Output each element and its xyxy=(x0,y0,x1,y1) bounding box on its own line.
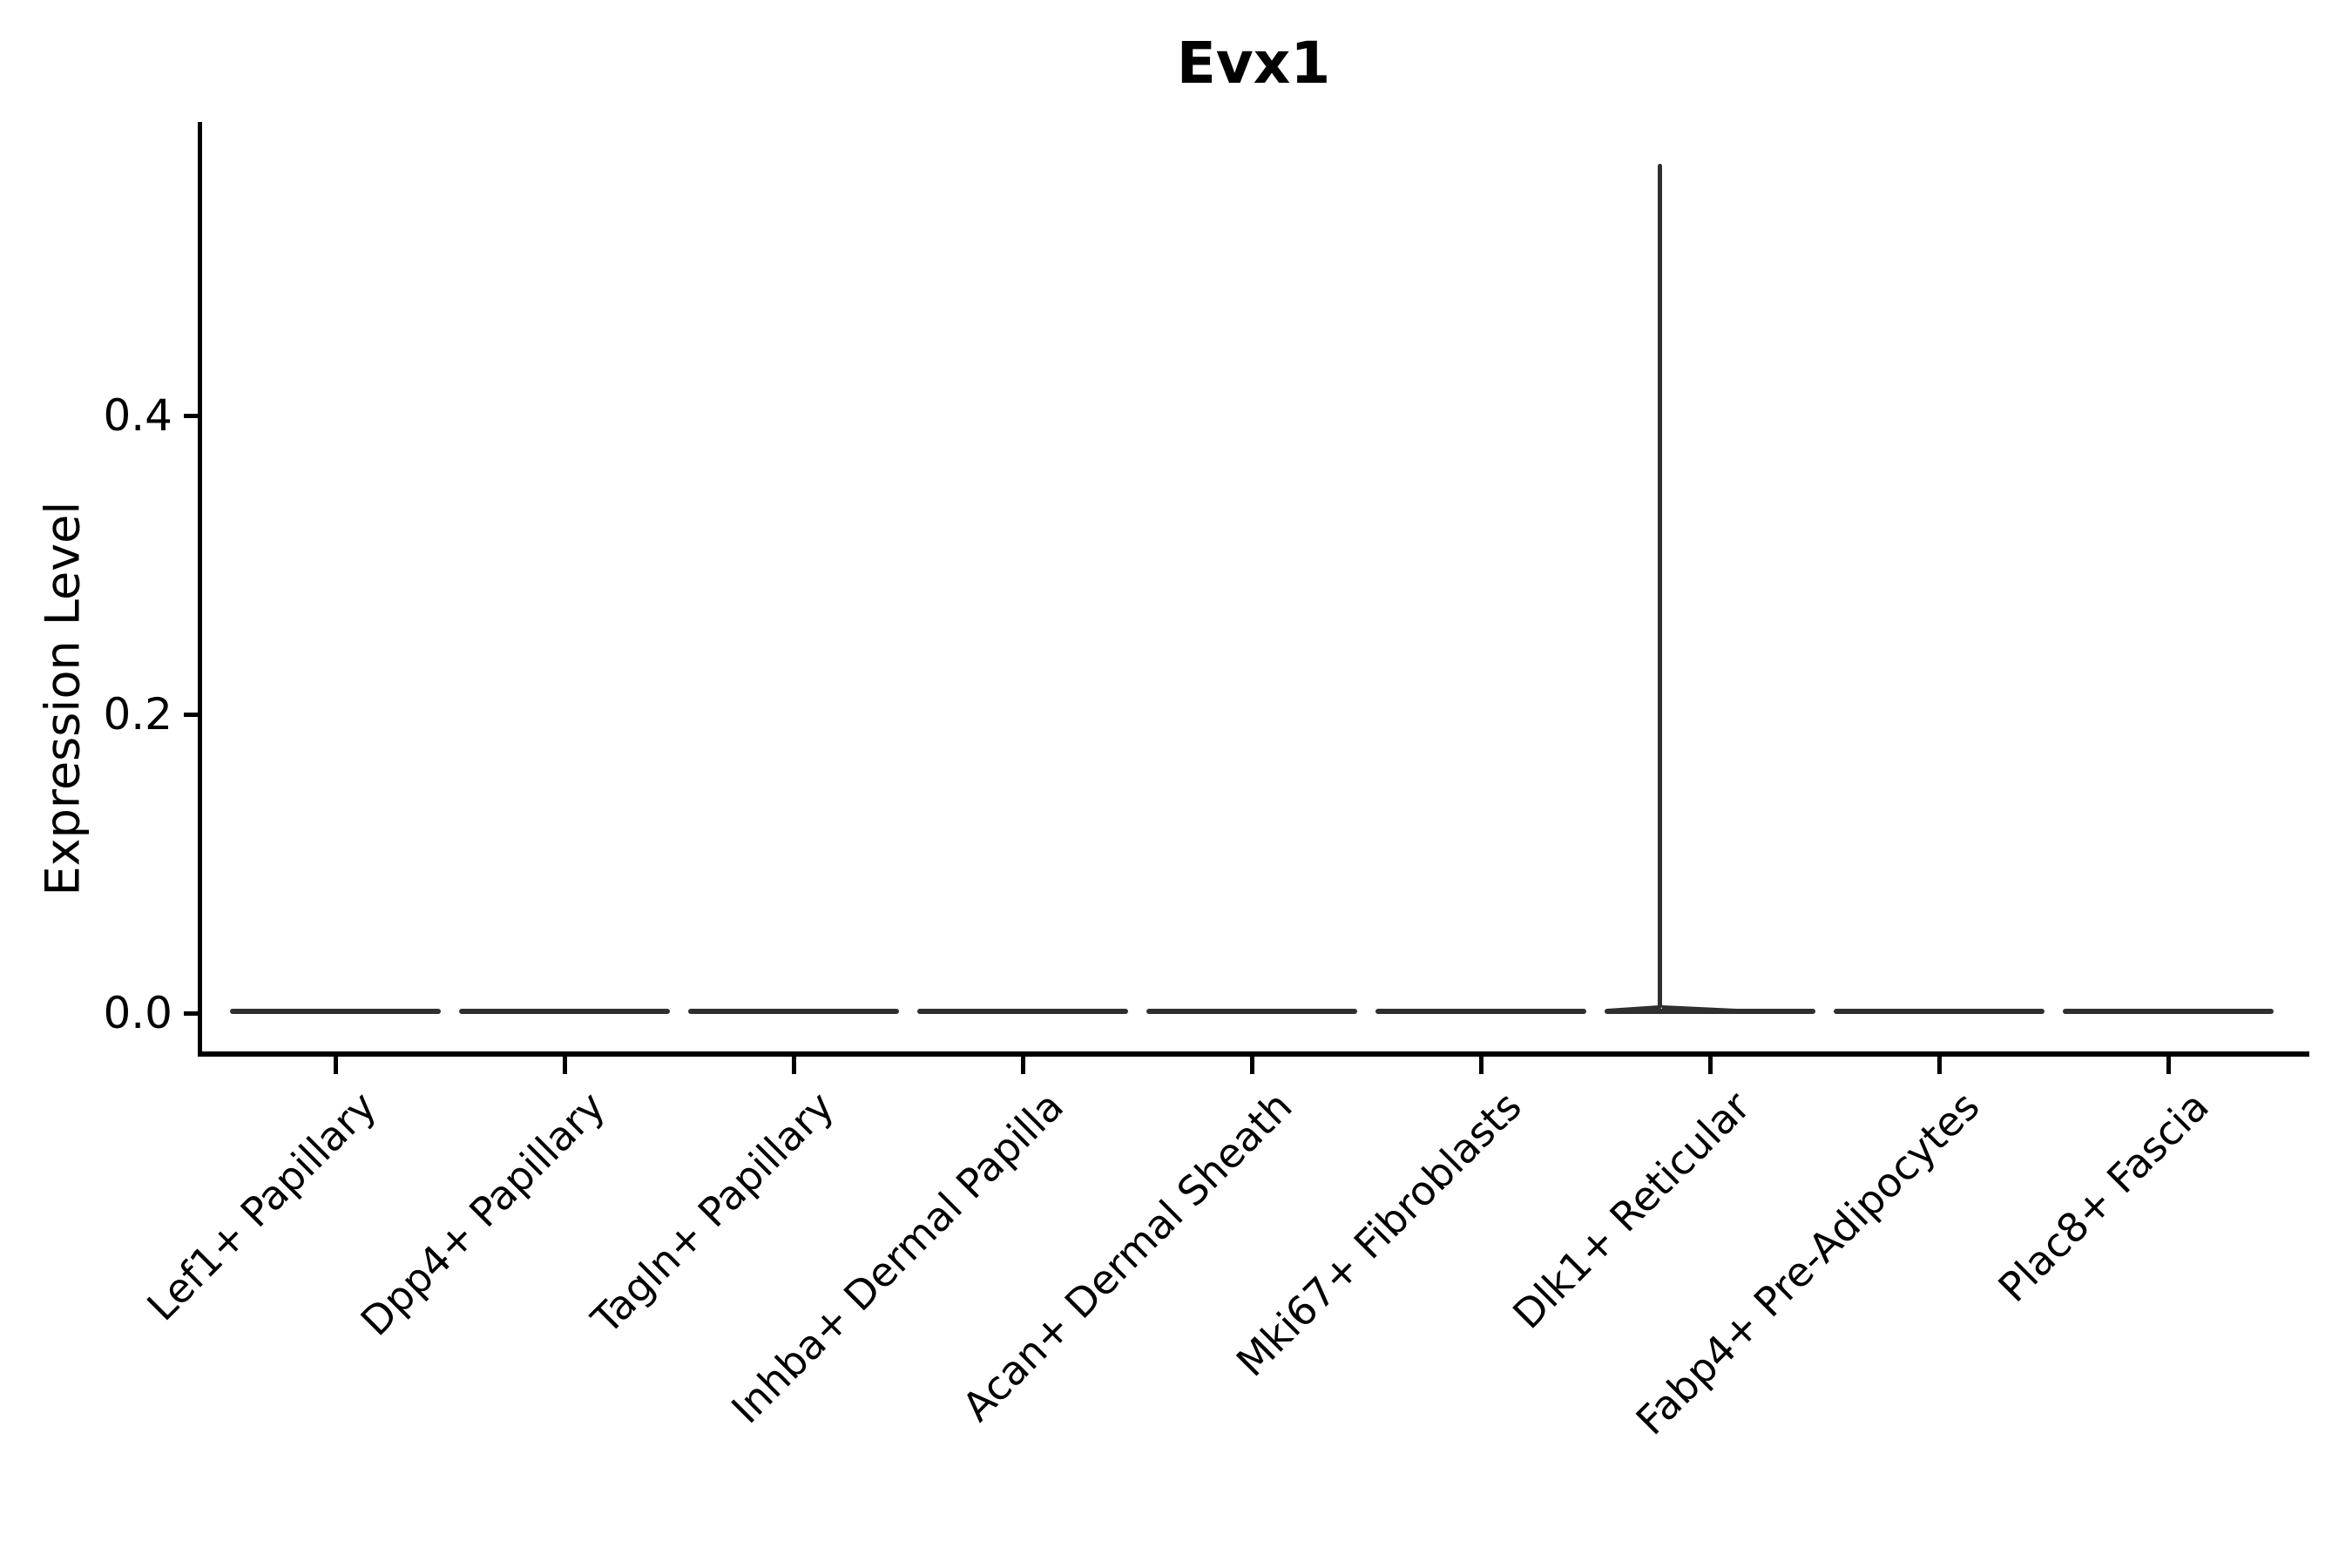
violin-fabp4-pre-adipocytes xyxy=(1834,1009,2044,1014)
x-tick xyxy=(563,1057,567,1074)
x-tick xyxy=(2166,1057,2171,1074)
x-tick xyxy=(1937,1057,1942,1074)
x-tick xyxy=(1250,1057,1254,1074)
x-tick xyxy=(1021,1057,1025,1074)
x-tick-label-plac8-fascia: Plac8+ Fascia xyxy=(1989,1082,2218,1311)
x-tick xyxy=(792,1057,796,1074)
violin-dlk1-reticular xyxy=(1605,1009,1815,1014)
x-tick-label-lef1-papillary: Lef1+ Papillary xyxy=(137,1082,385,1330)
violin-tagln-papillary xyxy=(688,1009,899,1014)
violin-inhba-dermal-papilla xyxy=(917,1009,1128,1014)
x-tick xyxy=(334,1057,338,1074)
violin-plac8-fascia xyxy=(2063,1009,2274,1014)
y-tick-label: 0.0 xyxy=(103,988,172,1038)
violin-dlk1-reticular-bulge-right xyxy=(1662,1005,1736,1009)
violin-lef1-papillary xyxy=(230,1009,441,1014)
y-tick-label: 0.2 xyxy=(103,689,172,740)
x-tick-label-dlk1-reticular: Dlk1+ Reticular xyxy=(1504,1082,1760,1338)
x-tick xyxy=(1479,1057,1484,1074)
x-tick-label-dpp4-papillary: Dpp4+ Papillary xyxy=(351,1082,614,1345)
y-axis-spine xyxy=(198,122,202,1057)
y-tick-0.0 xyxy=(184,1011,198,1016)
y-tick-0.4 xyxy=(184,414,198,418)
x-tick-label-tagln-papillary: Tagln+ Papillary xyxy=(582,1082,843,1343)
violin-dlk1-reticular-bulge-left xyxy=(1607,1005,1659,1009)
y-tick-label: 0.4 xyxy=(103,390,172,441)
violin-dpp4-papillary xyxy=(459,1009,670,1014)
x-axis-spine xyxy=(198,1051,2309,1057)
x-tick xyxy=(1708,1057,1713,1074)
violin-mki67-fibroblasts xyxy=(1375,1009,1586,1014)
violin-dlk1-reticular-spike xyxy=(1658,164,1662,1009)
plot-title: Evx1 xyxy=(1176,30,1331,97)
violin-acan-dermal-sheath xyxy=(1146,1009,1357,1014)
y-tick-0.2 xyxy=(184,713,198,717)
